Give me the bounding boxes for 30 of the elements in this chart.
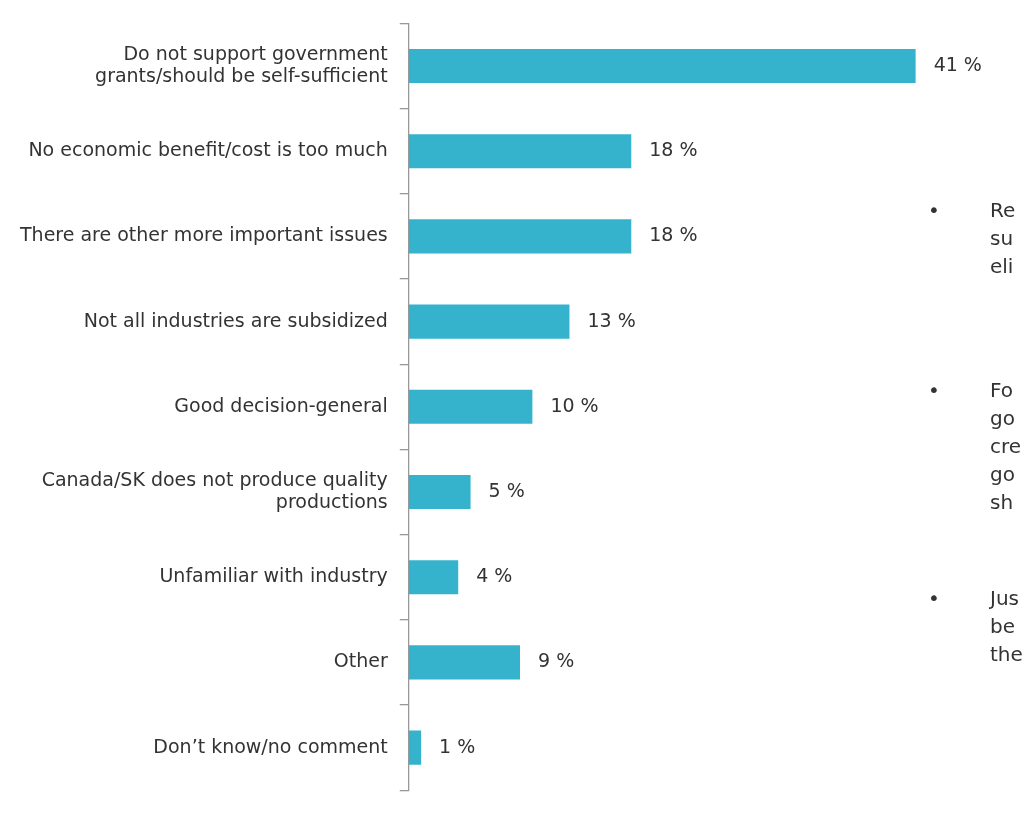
data-label: 9 %: [538, 649, 575, 672]
data-label: 1 %: [439, 734, 476, 757]
y-tick-label: Do not support government grants/should be self-sufficient: [95, 41, 388, 87]
bar: [408, 304, 570, 339]
data-label: 13 %: [587, 308, 636, 331]
y-tick-label: Don’t know/no comment: [153, 734, 388, 757]
data-label: 18 %: [649, 138, 698, 161]
bar: [408, 474, 471, 510]
bar: [408, 389, 533, 424]
text: • Jus be the: [928, 586, 1023, 667]
data-label: 10 %: [550, 393, 599, 416]
bar: [408, 48, 916, 84]
bar: [408, 134, 632, 169]
bar: [408, 730, 422, 765]
text: • Fo go cre go sh: [928, 378, 1022, 515]
data-label: 5 %: [488, 478, 525, 501]
y-tick-label: Canada/SK does not produce quality productions: [41, 467, 388, 513]
y-tick-label: Not all industries are subsidized: [83, 308, 388, 331]
y-tick-label: Other: [333, 649, 388, 672]
y-tick-label: No economic benefit/cost is too much: [28, 138, 388, 161]
data-label: 41 %: [933, 52, 982, 75]
y-tick-label: Good decision-general: [174, 393, 388, 416]
y-tick-label: Unfamiliar with industry: [159, 564, 388, 587]
text: • Re su eli: [928, 198, 1016, 279]
y-tick-label: There are other more important issues: [18, 223, 388, 246]
bar: [408, 560, 459, 595]
bar: [408, 219, 632, 254]
data-label: 4 %: [476, 564, 513, 587]
data-label: 18 %: [649, 223, 698, 246]
bar: [408, 645, 521, 680]
